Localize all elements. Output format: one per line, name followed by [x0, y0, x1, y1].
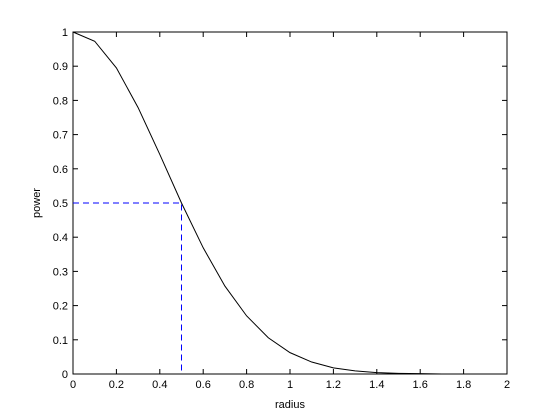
x-tick-label: 0.4 [152, 379, 167, 391]
x-tick-label: 1.6 [413, 379, 428, 391]
x-tick-label: 0 [70, 379, 76, 391]
data-line [73, 202, 182, 374]
y-axis-label: power [31, 188, 43, 218]
y-tick-label: 0.9 [53, 61, 68, 73]
x-tick-label: 2 [504, 379, 510, 391]
data-line [72, 31, 507, 375]
x-tick-label: 0.6 [196, 379, 211, 391]
x-tick-label: 1.2 [326, 379, 341, 391]
y-tick-label: 0.3 [53, 266, 68, 278]
y-tick-label: 0.8 [53, 95, 68, 107]
y-tick-label: 1 [62, 27, 68, 39]
y-tick-label: 0.2 [53, 301, 68, 313]
y-tick-label: 0 [62, 369, 68, 381]
y-tick-label: 0.4 [53, 232, 68, 244]
x-axis-label: radius [275, 399, 305, 411]
x-tick-label: 1 [287, 379, 293, 391]
y-tick-label: 0.6 [53, 164, 68, 176]
x-tick-label: 1.4 [369, 379, 384, 391]
y-tick-label: 0.5 [53, 198, 68, 210]
y-tick-label: 0.1 [53, 335, 68, 347]
x-tick-label: 0.2 [109, 379, 124, 391]
x-tick-label: 1.8 [456, 379, 471, 391]
x-tick-label: 0.8 [239, 379, 254, 391]
y-tick-label: 0.7 [53, 130, 68, 142]
